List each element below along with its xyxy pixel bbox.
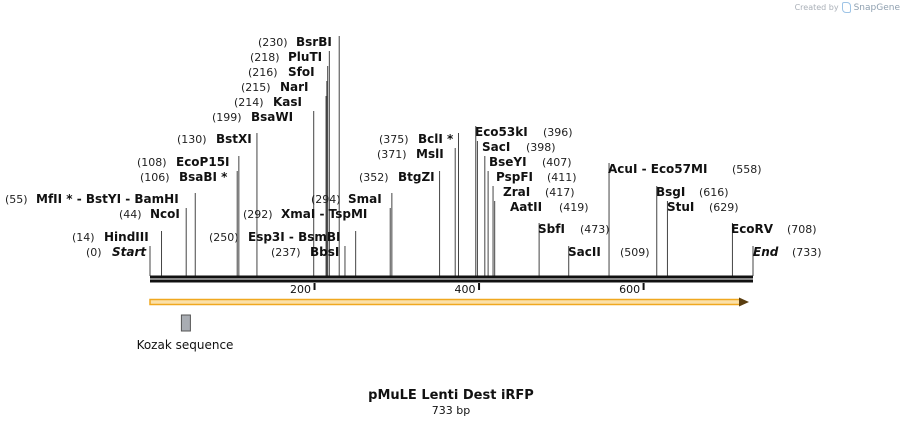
site-label-kasi[interactable]: KasI <box>273 95 302 109</box>
site-label-bcli[interactable]: BclI * <box>418 132 454 146</box>
site-label-sbfi[interactable]: SbfI <box>538 222 565 236</box>
site-label-eco53ki[interactable]: Eco53kI <box>475 125 528 139</box>
site-label-sfoi[interactable]: SfoI <box>288 65 315 79</box>
orf-arrow-head <box>739 297 749 307</box>
map-length: 733 bp <box>432 404 470 417</box>
site-position-bcli: (375) <box>379 133 409 146</box>
site-label-stui[interactable]: StuI <box>667 200 694 214</box>
site-position-sfoi: (216) <box>248 66 278 79</box>
site-position-btgzi: (352) <box>359 171 389 184</box>
site-position-bbsi: (237) <box>271 246 301 259</box>
site-position-mfii-bstyi-bamhi: (55) <box>5 193 28 206</box>
site-position-ecop15i: (108) <box>137 156 167 169</box>
site-label-mfii-bstyi-bamhi[interactable]: MfII * - BstYI - BamHI <box>36 192 179 206</box>
snapgene-credit: Created by SnapGene <box>795 2 900 13</box>
site-label-bsawi[interactable]: BsaWI <box>251 110 293 124</box>
site-label-ncoi[interactable]: NcoI <box>150 207 180 221</box>
site-label-bbsi[interactable]: BbsI <box>310 245 339 259</box>
site-label-bseyi[interactable]: BseYI <box>489 155 527 169</box>
ruler-label-400: 400 <box>455 283 476 296</box>
site-label-sacii[interactable]: SacII <box>568 245 601 259</box>
site-position-start: (0) <box>86 246 102 259</box>
site-label-hindiii[interactable]: HindIII <box>104 230 149 244</box>
ruler-label-200: 200 <box>290 283 311 296</box>
site-position-pspfi: (411) <box>547 171 577 184</box>
site-label-esp3i-bsmbi[interactable]: Esp3I - BsmBI <box>248 230 340 244</box>
site-position-ncoi: (44) <box>119 208 142 221</box>
site-label-pspfi[interactable]: PspFI <box>496 170 533 184</box>
site-label-acui-eco57mi[interactable]: AcuI - Eco57MI <box>608 162 707 176</box>
site-position-bsabi: (106) <box>140 171 170 184</box>
orf-arrow-body <box>149 298 742 306</box>
site-position-acui-eco57mi: (558) <box>732 163 762 176</box>
site-label-pluti[interactable]: PluTI <box>288 50 322 64</box>
site-position-pluti: (218) <box>250 51 280 64</box>
site-position-xmai-tspmi: (292) <box>243 208 273 221</box>
ruler-label-600: 600 <box>619 283 640 296</box>
credit-brand: SnapGene <box>853 2 900 13</box>
site-position-bseyi: (407) <box>542 156 572 169</box>
site-position-smai: (294) <box>311 193 341 206</box>
map-title: pMuLE Lenti Dest iRFP <box>368 388 534 403</box>
site-label-xmai-tspmi[interactable]: XmaI - TspMI <box>281 207 367 221</box>
site-label-bsrbi[interactable]: BsrBI <box>296 35 332 49</box>
site-position-zrai: (417) <box>545 186 575 199</box>
site-label-end[interactable]: End <box>753 245 779 259</box>
credit-prefix: Created by <box>794 3 839 12</box>
site-position-kasi: (214) <box>234 96 264 109</box>
site-position-msli: (371) <box>377 148 407 161</box>
site-lines <box>149 36 754 276</box>
site-position-bsrbi: (230) <box>258 36 288 49</box>
site-label-saci[interactable]: SacI <box>482 140 510 154</box>
site-position-sbfi: (473) <box>580 223 610 236</box>
site-position-hindiii: (14) <box>72 231 95 244</box>
site-label-bsabi[interactable]: BsaBI * <box>179 170 228 184</box>
site-label-btgzi[interactable]: BtgZI <box>398 170 435 184</box>
site-position-aatii: (419) <box>559 201 589 214</box>
site-label-ecorv[interactable]: EcoRV <box>731 222 774 236</box>
site-position-bsgi: (616) <box>699 186 729 199</box>
site-label-zrai[interactable]: ZraI <box>503 185 530 199</box>
orf-arrow[interactable] <box>149 297 749 307</box>
site-labels: Start (0)HindIII (14) NcoI (44) MfII * - BstY… <box>5 35 822 259</box>
site-label-nari[interactable]: NarI <box>280 80 309 94</box>
kozak-sequence-label: Kozak sequence <box>137 338 234 352</box>
site-label-smai[interactable]: SmaI <box>348 192 382 206</box>
site-position-eco53ki: (396) <box>543 126 573 139</box>
site-position-esp3i-bsmbi: (250) <box>209 231 239 244</box>
site-label-bsgi[interactable]: BsgI <box>656 185 685 199</box>
snapgene-logo-icon <box>841 2 851 13</box>
ruler: 200 400 600 <box>290 283 645 296</box>
site-position-sacii: (509) <box>620 246 650 259</box>
kozak-feature-box <box>180 314 191 332</box>
site-position-end: (733) <box>792 246 822 259</box>
site-label-bstxi[interactable]: BstXI <box>216 132 252 146</box>
site-position-bstxi: (130) <box>177 133 207 146</box>
site-position-bsawi: (199) <box>212 111 242 124</box>
kozak-feature[interactable] <box>180 314 191 332</box>
site-label-ecop15i[interactable]: EcoP15I <box>176 155 230 169</box>
site-position-saci: (398) <box>526 141 556 154</box>
site-position-ecorv: (708) <box>787 223 817 236</box>
site-label-start[interactable]: Start <box>112 245 147 259</box>
site-label-aatii[interactable]: AatII <box>510 200 542 214</box>
site-label-msli[interactable]: MslI <box>416 147 444 161</box>
site-position-nari: (215) <box>241 81 271 94</box>
site-position-stui: (629) <box>709 201 739 214</box>
